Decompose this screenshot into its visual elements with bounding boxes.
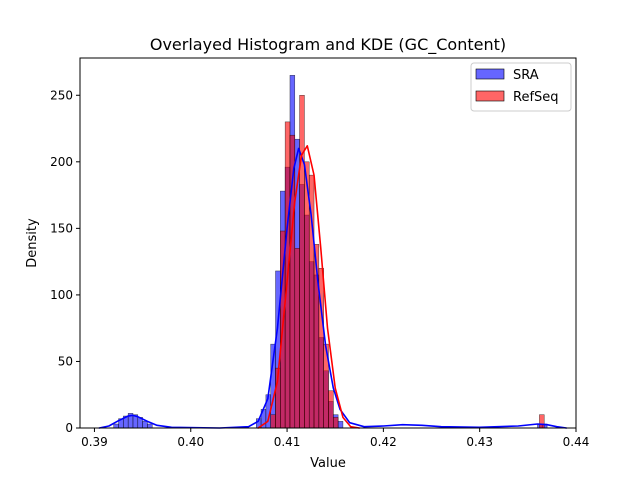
y-axis: 0 50 100 150 200 250 [50,88,80,435]
refseq-kde-curve [257,145,361,429]
sra-bar-7 [147,423,153,429]
chart-title: Overlayed Histogram and KDE (GC_Content) [150,35,506,55]
x-tick-label-1: 0.40 [177,435,204,449]
x-axis: 0.39 0.40 0.41 0.42 0.43 0.44 [81,428,589,449]
sra-bar-25 [337,421,344,429]
refseq-bar-14 [539,414,545,429]
y-tick-label-3: 150 [50,221,73,235]
x-tick-label-5: 0.44 [563,435,590,449]
x-tick-label-4: 0.43 [466,435,493,449]
sra-bar-0 [113,423,119,429]
x-tick-label-2: 0.41 [274,435,301,449]
y-tick-label-2: 100 [50,288,73,302]
y-tick-label-4: 200 [50,155,73,169]
x-tick-label-0: 0.39 [81,435,108,449]
y-tick-label-1: 50 [58,354,73,368]
legend: SRA RefSeq [470,62,572,112]
legend-label-sra: SRA [513,68,539,83]
plot-frame [79,57,577,429]
sra-kde-curve [98,147,568,429]
y-tick-label-0: 0 [65,421,73,435]
refseq-bar-13 [333,417,339,429]
legend-swatch-refseq [475,90,505,102]
refseq-bar-6 [299,95,305,429]
sra-bar-6 [142,421,148,429]
y-axis-label: Density [25,218,40,268]
kde-curves [98,145,568,429]
legend-swatch-sra [475,68,505,80]
refseq-bar-12 [328,390,334,429]
y-tick-label-5: 250 [50,88,73,102]
refseq-bar-5 [294,248,300,429]
x-tick-label-3: 0.42 [370,435,397,449]
refseq-bar-0 [270,414,276,429]
refseq-bar-7 [304,161,310,429]
x-axis-label: Value [310,456,346,471]
legend-label-refseq: RefSeq [513,90,559,105]
